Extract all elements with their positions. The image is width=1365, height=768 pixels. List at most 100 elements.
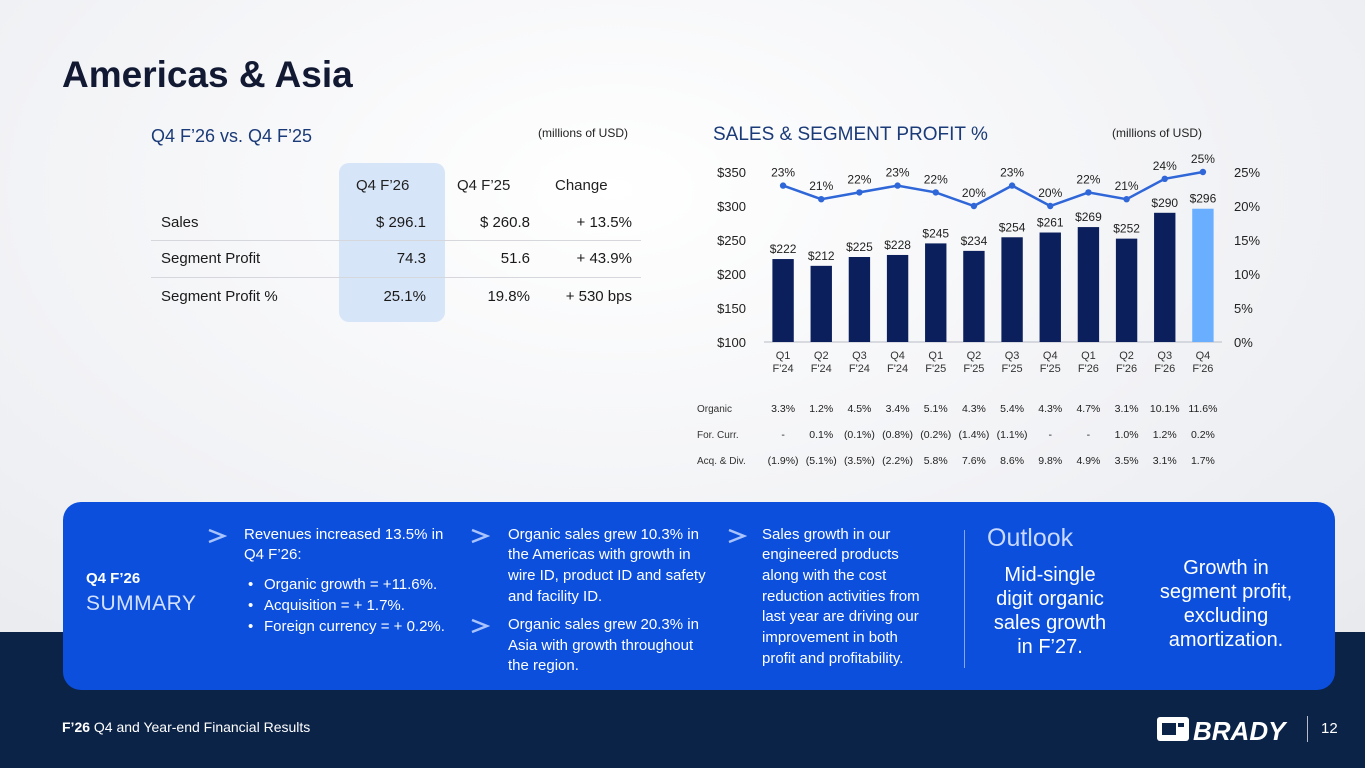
y-right-tick-label: 15%: [1234, 233, 1260, 248]
y-left-tick-label: $250: [717, 233, 746, 248]
chevron-right-icon: [208, 528, 227, 544]
x-tick-label: Q2: [967, 350, 982, 362]
x-tick-label: Q4: [1043, 350, 1058, 362]
bar-sales: [1039, 232, 1061, 342]
sales-mix-cell: (5.1%): [805, 455, 837, 467]
column-header-q4f25: Q4 F’25: [457, 177, 511, 194]
sales-profit-chart: $100 $150 $200 $250 $300 $350 0% 5% 10% 15% 20% 25%…: [717, 152, 1260, 375]
sales-mix-cell: -: [1086, 429, 1091, 441]
bar-value-label: $290: [1151, 196, 1178, 210]
row-label-segment-profit: Segment Profit: [161, 250, 261, 267]
sales-mix-cell: -: [1048, 429, 1053, 441]
line-point: [1161, 175, 1168, 182]
x-tick-label: F'24: [773, 363, 794, 375]
cell-profit-pct-change: + 530 bps: [565, 288, 632, 305]
line-value-label: 22%: [847, 172, 871, 186]
cell-profit-pct-q4f25: 19.8%: [487, 288, 530, 305]
sales-mix-cell: 3.1%: [1152, 455, 1177, 467]
line-value-label: 23%: [771, 166, 795, 180]
bullet-dot: •: [248, 576, 254, 593]
highlight-column: [339, 163, 445, 322]
bar-sales: [1154, 212, 1176, 342]
bar-value-label: $252: [1113, 222, 1140, 236]
sales-mix-cell: 4.3%: [1038, 403, 1063, 415]
column-header-q4f26: Q4 F’26: [356, 177, 410, 194]
sales-mix-cell: 9.8%: [1038, 455, 1063, 467]
col1-lead-line2: Q4 F’26:: [244, 546, 302, 563]
x-tick-label: F'24: [887, 363, 908, 375]
page-title: Americas & Asia: [62, 54, 353, 95]
line-value-label: 24%: [1153, 159, 1177, 173]
cell-sales-q4f26: $ 296.1: [375, 214, 426, 231]
cell-profit-pct-q4f26: 25.1%: [383, 288, 426, 305]
col3-line: last year are driving our: [762, 608, 919, 625]
column-header-change: Change: [555, 177, 608, 194]
bar-sales: [848, 257, 871, 342]
line-value-label: 23%: [1000, 166, 1024, 180]
sales-mix-cell: 1.2%: [809, 403, 834, 415]
table-heading: Q4 F’26 vs. Q4 F’25: [151, 126, 313, 146]
x-tick-label: Q4: [890, 350, 905, 362]
footer-caption: F’26 Q4 and Year-end Financial Results: [62, 719, 310, 735]
x-tick-label: F'26: [1116, 363, 1137, 375]
chevron-right-icon: [728, 528, 747, 544]
brady-logo-mark-cut: [1162, 723, 1176, 735]
outlook-item-1: Mid-single digit organic sales growth in…: [980, 563, 1120, 659]
bar-sales: [1115, 238, 1138, 342]
col3-line: Sales growth in our: [762, 526, 891, 543]
bar-sales: [963, 250, 985, 342]
outlook-item-1-line: in F’27.: [1017, 636, 1083, 658]
sales-mix-cell: 3.4%: [885, 403, 910, 415]
bullet-dot: •: [248, 597, 254, 614]
line-value-label: 21%: [1115, 179, 1139, 193]
y-left-tick-label: $100: [717, 335, 746, 350]
line-point: [818, 196, 825, 203]
sales-mix-cell: 1.7%: [1190, 455, 1215, 467]
sales-mix-cell: 3.3%: [771, 403, 796, 415]
col3-line: engineered products: [762, 546, 899, 563]
sales-mix-cell: (0.2%): [920, 429, 952, 441]
line-value-label: 23%: [886, 166, 910, 180]
bar-sales: [925, 243, 947, 342]
cell-profit-q4f25: 51.6: [500, 250, 530, 267]
row-divider: [151, 277, 641, 278]
outlook-heading: Outlook: [987, 524, 1074, 552]
sales-mix-cell: 8.6%: [1000, 455, 1025, 467]
row-divider: [151, 240, 641, 241]
line-segment-profit-pct: [782, 170, 1204, 208]
x-tick-label: F'24: [849, 363, 870, 375]
outlook-item-2-line: amortization.: [1168, 629, 1284, 651]
col3-line: improvement in both: [762, 629, 898, 646]
row-label-sales: Sales: [161, 214, 199, 231]
col2-p2-line: the region.: [508, 657, 579, 674]
line-point: [1047, 202, 1054, 210]
col1-bullet: Acquisition = + 1.7%.: [264, 597, 405, 614]
sales-mix-cell: 0.1%: [809, 429, 834, 441]
sales-mix-cell: 7.6%: [961, 455, 986, 467]
line-point: [779, 182, 787, 189]
bar-value-label: $261: [1037, 216, 1064, 230]
bar-value-label: $228: [884, 238, 911, 252]
line-point: [932, 189, 939, 196]
col2-p1-line: wire ID, product ID and safety: [508, 567, 706, 584]
page-number: 12: [1321, 720, 1338, 737]
sales-mix-cell: 4.9%: [1076, 455, 1101, 467]
bar-sales: [1001, 237, 1023, 342]
summary-label: SUMMARY: [86, 592, 197, 615]
line-value-label: 20%: [962, 186, 986, 200]
sales-mix-cell: 4.5%: [847, 403, 872, 415]
line-value-label: 21%: [809, 179, 833, 193]
line-point: [1123, 196, 1130, 203]
row-label-segment-profit-pct: Segment Profit %: [161, 288, 278, 305]
line-value-label: 25%: [1191, 152, 1215, 166]
brady-logo-wordmark: BRADY: [1193, 716, 1288, 745]
sales-mix-row-label: Organic: [697, 404, 733, 415]
sales-mix-cell: (0.8%): [882, 429, 914, 441]
chart-units: (millions of USD): [1112, 126, 1203, 140]
outlook-item-2-line: Growth in: [1183, 557, 1269, 579]
y-right-tick-label: 5%: [1234, 301, 1253, 316]
sales-mix-cell: 5.4%: [1000, 403, 1025, 415]
sales-mix-cell: 3.5%: [1114, 455, 1139, 467]
sales-mix-cell: (1.4%): [958, 429, 990, 441]
outlook-item-2-line: excluding: [1183, 605, 1269, 627]
